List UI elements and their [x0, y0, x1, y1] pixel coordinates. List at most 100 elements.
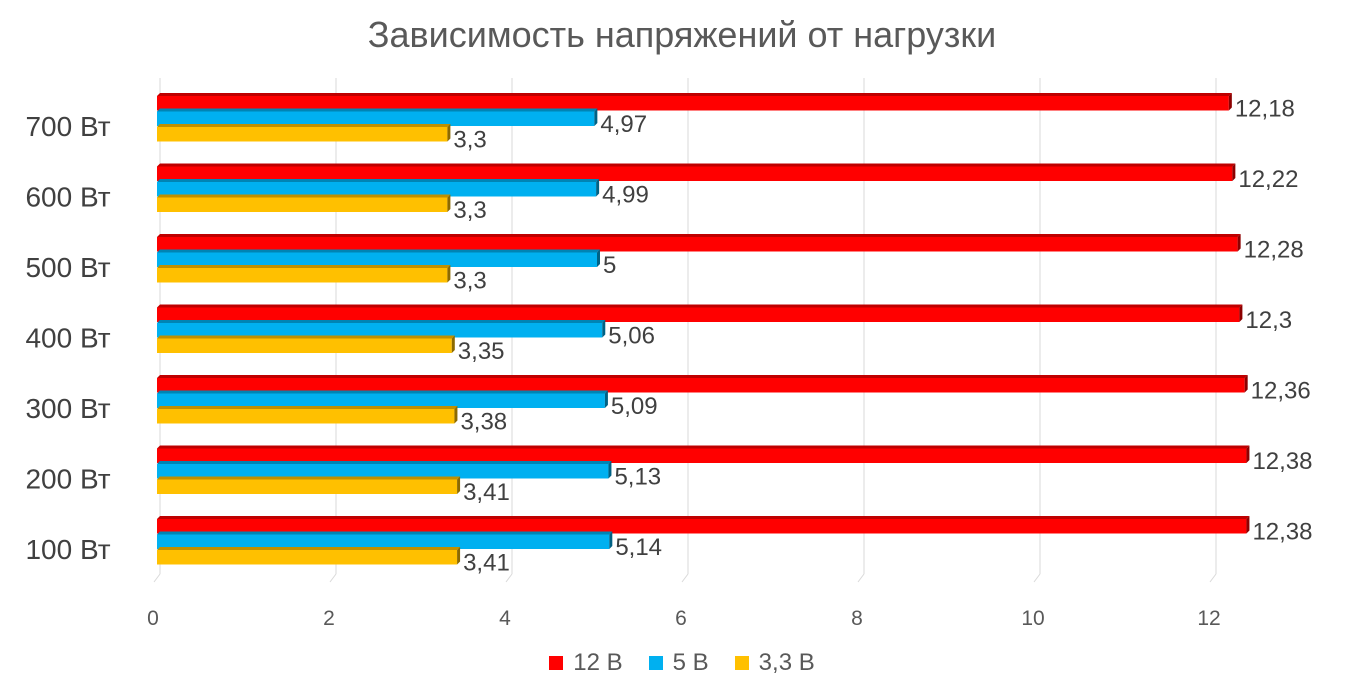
bar-top-face [157, 108, 598, 112]
bar-end-face [451, 335, 455, 353]
bar-top-face [157, 93, 1232, 96]
data-label: 12,22 [1238, 166, 1298, 193]
bar-end-face [457, 547, 461, 565]
data-label: 4,99 [602, 182, 649, 209]
data-label: 5,13 [614, 464, 661, 491]
category-label: 400 Вт [25, 323, 110, 354]
legend-item-3v3: 3,3 В [734, 649, 815, 677]
bar [157, 197, 448, 212]
bar-top-face [157, 531, 613, 535]
bar [157, 448, 1247, 463]
bar-end-face [447, 194, 451, 212]
bar-end-face [1228, 93, 1232, 111]
data-label: 5,14 [615, 534, 662, 561]
category-label: 600 Вт [25, 182, 110, 213]
bar-end-face [1244, 375, 1248, 393]
data-label: 3,3 [453, 127, 486, 154]
bar [157, 166, 1233, 181]
data-label: 3,3 [453, 268, 486, 295]
data-label: 12,38 [1252, 448, 1312, 475]
bar-top-face [157, 461, 612, 464]
gridline-floor [505, 573, 513, 583]
legend-swatch-12v [549, 656, 564, 670]
bar-end-face [1239, 304, 1243, 322]
bar [157, 550, 458, 565]
legend: 12 В 5 В 3,3 В [0, 649, 1364, 677]
legend-label-12v: 12 В [573, 649, 623, 676]
bar-end-face [602, 320, 606, 338]
x-tick-label: 6 [675, 607, 687, 630]
gridline-floor [857, 573, 865, 583]
gridline-floor [1033, 573, 1041, 583]
bar [157, 409, 455, 424]
bar-end-face [1246, 516, 1250, 534]
bar-top-face [157, 375, 1248, 378]
legend-item-5v: 5 В [648, 649, 709, 677]
legend-label-3v3: 3,3 В [758, 649, 815, 676]
bar [157, 519, 1247, 534]
bar-end-face [609, 531, 613, 549]
x-tick-label: 10 [1021, 607, 1044, 630]
bar-end-face [596, 179, 600, 197]
legend-item-12v: 12 В [549, 649, 623, 677]
bar [157, 127, 448, 142]
gridline-floor [153, 573, 161, 583]
bar-top-face [157, 179, 600, 182]
data-label: 3,41 [463, 479, 510, 506]
bar [157, 96, 1229, 111]
bar [157, 237, 1238, 252]
bar [157, 479, 458, 494]
bar-top-face [157, 445, 1250, 449]
bar [157, 393, 605, 408]
bar [157, 307, 1240, 322]
bar-top-face [157, 234, 1241, 237]
data-label: 3,41 [463, 550, 510, 577]
category-label: 700 Вт [25, 111, 110, 142]
bar [157, 182, 597, 197]
bar [157, 338, 452, 353]
data-label: 4,97 [600, 111, 647, 138]
bar-top-face [157, 163, 1236, 167]
bar-end-face [604, 390, 608, 408]
data-label: 3,3 [453, 197, 486, 224]
category-label: 500 Вт [25, 252, 110, 283]
bar [157, 534, 610, 549]
x-tick-label: 2 [323, 607, 335, 630]
legend-label-5v: 5 В [672, 649, 709, 676]
gridline-floor [329, 573, 337, 583]
data-label: 12,36 [1251, 378, 1311, 405]
data-label: 3,35 [458, 338, 505, 365]
bar-end-face [457, 476, 461, 494]
data-label: 5 [603, 252, 616, 279]
bar-end-face [1232, 163, 1236, 181]
chart-title: Зависимость напряжений от нагрузки [367, 14, 997, 55]
bar [157, 323, 603, 338]
data-label: 5,06 [608, 323, 655, 350]
gridline-floor [681, 573, 689, 583]
bar-top-face [157, 335, 455, 339]
bar-top-face [157, 265, 451, 268]
category-label: 300 Вт [25, 393, 110, 424]
bar-end-face [447, 124, 451, 142]
bar-end-face [597, 249, 600, 267]
bar-top-face [157, 390, 608, 394]
bar-end-face [447, 265, 451, 283]
bar-top-face [157, 476, 461, 480]
bar-end-face [1246, 445, 1250, 463]
bar-top-face [157, 124, 451, 127]
bar-end-face [1237, 234, 1241, 252]
legend-swatch-5v [648, 656, 663, 670]
gridline-floor [1209, 573, 1217, 583]
bar-end-face [454, 406, 458, 424]
bar-end-face [608, 461, 612, 479]
bar [157, 111, 595, 126]
bar [157, 268, 448, 283]
x-tick-label: 4 [499, 607, 511, 630]
bar-end-face [594, 108, 598, 126]
data-label: 12,3 [1245, 307, 1292, 334]
bar-top-face [157, 516, 1250, 519]
data-label: 12,28 [1244, 237, 1304, 264]
bar [157, 252, 597, 267]
bar-top-face [157, 547, 461, 550]
